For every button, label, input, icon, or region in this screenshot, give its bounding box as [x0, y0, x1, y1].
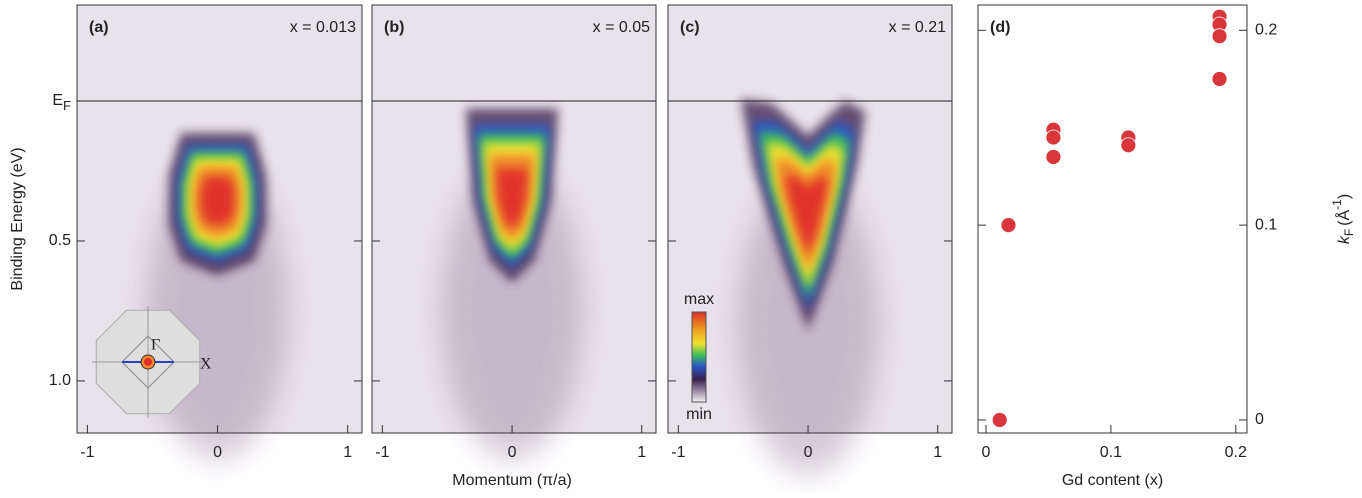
intensity-contour	[200, 176, 235, 227]
y-axis-label: Binding Energy (eV)	[9, 147, 26, 290]
x-tick-label: 0	[982, 444, 991, 461]
colorbar	[691, 311, 707, 403]
data-point	[1211, 28, 1228, 45]
intensity-contour	[784, 175, 828, 255]
y-tick-label-sub: F	[63, 98, 71, 113]
colorbar-label: min	[686, 406, 712, 423]
y-tick-label: 0.5	[49, 232, 71, 249]
x-axis-label: Gd content (x)	[1062, 472, 1163, 489]
x-tick-label: 0	[508, 444, 517, 461]
panel-frame	[371, 4, 657, 434]
panel-annotation: x = 0.05	[593, 19, 650, 36]
panel-label: (d)	[990, 19, 1010, 36]
y-label-main: k	[1336, 235, 1353, 244]
x-tick-label: 1	[637, 444, 646, 461]
x-tick-label: 0.1	[1100, 444, 1122, 461]
x-tick-label: 0	[804, 444, 813, 461]
y-axis-label: kF (Å-1)	[1330, 194, 1356, 244]
x-tick-label: 1	[343, 444, 352, 461]
y-tick-label-main: 1.0	[49, 372, 71, 389]
data-point	[1045, 129, 1062, 146]
inner-zone	[121, 335, 175, 389]
y-tick-label: 0	[1255, 411, 1264, 428]
x-tick-label: 0	[213, 444, 222, 461]
panel-frame	[76, 4, 363, 434]
panel-label: (b)	[384, 19, 404, 36]
inset-label: Γ	[151, 337, 160, 354]
x-tick-label: 1	[933, 444, 942, 461]
data-point	[991, 412, 1008, 428]
y-tick-label: 1.0	[49, 372, 71, 389]
plot-frame	[977, 4, 1248, 434]
y-tick-label: 0.1	[1255, 216, 1277, 233]
spectral-intensity	[738, 99, 879, 475]
y-label-unit: (Å	[1334, 210, 1353, 226]
panel-label: (a)	[89, 19, 109, 36]
x-tick-label: -1	[375, 444, 389, 461]
x-tick-label: 0.2	[1225, 444, 1247, 461]
spectral-intensity	[442, 108, 583, 460]
data-point	[1120, 137, 1137, 154]
y-tick-label-main: E	[52, 92, 63, 109]
intensity-tail	[442, 160, 583, 460]
x-axis-label: Momentum (π/a)	[452, 472, 572, 489]
colorbar-label: max	[684, 291, 714, 308]
data-point	[1045, 149, 1062, 165]
intensity-contour	[496, 168, 529, 229]
y-label-sub: F	[1342, 229, 1356, 236]
panel-annotation: x = 0.013	[290, 19, 356, 36]
y-label-sup: -1	[1330, 199, 1344, 210]
panel-frame	[667, 4, 953, 434]
y-tick-label: 0.2	[1255, 22, 1277, 39]
panel-annotation: x = 0.21	[889, 19, 946, 36]
inset-label: X	[200, 356, 212, 373]
data-point	[1000, 217, 1017, 234]
y-tick-label: EF	[52, 92, 71, 113]
data-point	[1211, 71, 1228, 87]
panel-label: (c)	[680, 19, 700, 36]
y-label-close: )	[1336, 194, 1353, 199]
x-tick-label: -1	[671, 444, 685, 461]
x-tick-label: -1	[80, 444, 94, 461]
fermi-pocket-core	[144, 358, 152, 366]
